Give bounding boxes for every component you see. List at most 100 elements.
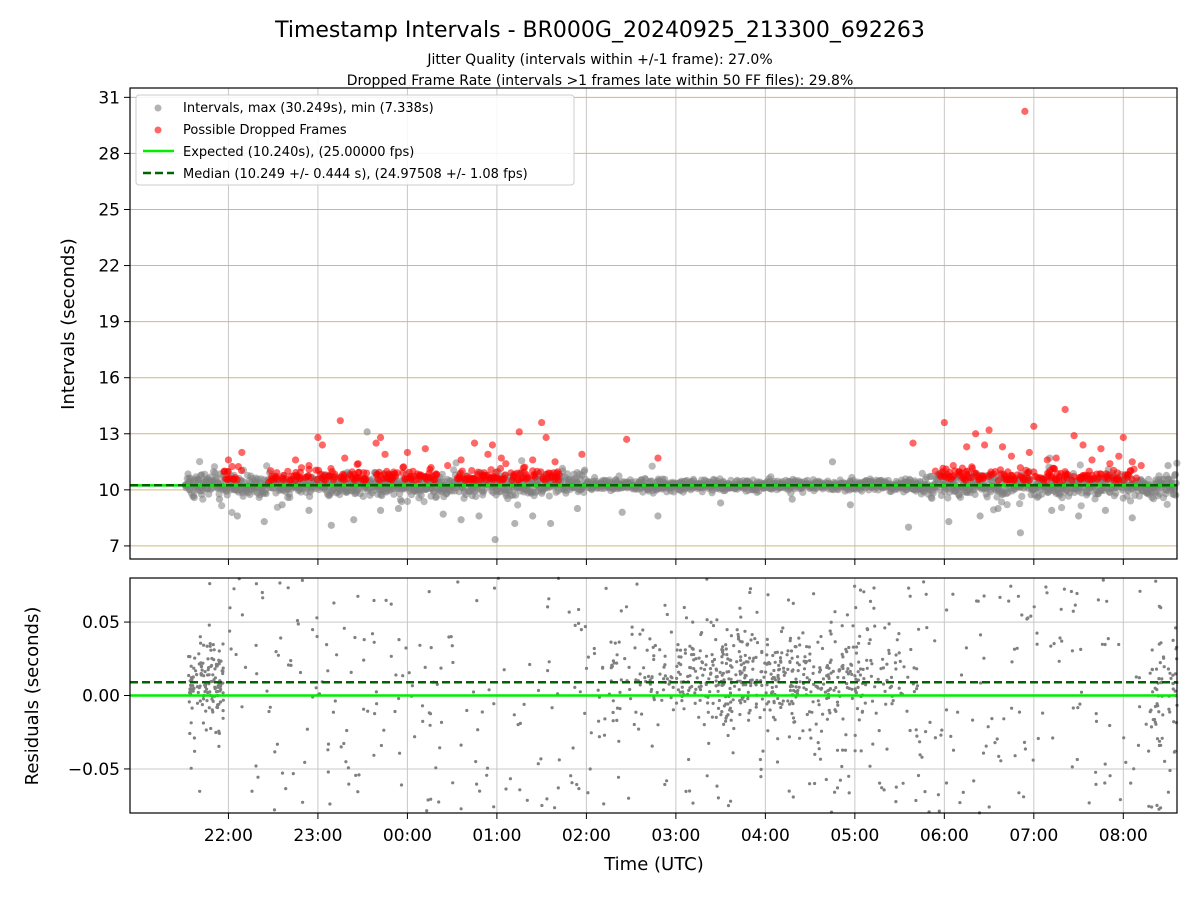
residual-point bbox=[213, 667, 217, 671]
residual-point bbox=[394, 673, 398, 677]
residual-point bbox=[205, 699, 209, 703]
residual-point bbox=[897, 686, 901, 690]
residual-point bbox=[268, 705, 272, 709]
residual-point bbox=[1155, 803, 1159, 808]
residual-point bbox=[676, 643, 680, 647]
residual-point bbox=[693, 669, 698, 673]
residual-point bbox=[663, 782, 667, 787]
residual-point bbox=[1075, 591, 1079, 596]
residual-point bbox=[945, 608, 949, 612]
residual-point bbox=[429, 646, 433, 650]
residual-point bbox=[1153, 686, 1157, 690]
residual-point bbox=[217, 685, 221, 689]
residual-point bbox=[933, 736, 938, 740]
residual-point bbox=[525, 798, 529, 802]
residual-point bbox=[846, 672, 851, 676]
residual-point bbox=[228, 606, 232, 610]
residual-point bbox=[583, 711, 587, 716]
residual-point bbox=[805, 645, 809, 649]
residual-point bbox=[765, 683, 769, 687]
residual-point bbox=[818, 757, 823, 761]
residual-point bbox=[699, 666, 703, 670]
residual-point bbox=[677, 655, 681, 659]
interval-point bbox=[260, 518, 268, 526]
residual-point bbox=[726, 804, 731, 808]
dropped-frame-point bbox=[381, 450, 389, 458]
residual-point bbox=[702, 667, 707, 672]
residual-point bbox=[1159, 606, 1163, 610]
dropped-frame-point bbox=[427, 464, 435, 472]
residual-point bbox=[1168, 768, 1172, 773]
residual-point bbox=[550, 706, 554, 710]
residual-point bbox=[786, 649, 790, 653]
residual-point bbox=[987, 805, 991, 809]
residual-point bbox=[210, 656, 214, 661]
dropped-frame-point bbox=[1130, 465, 1138, 473]
residual-point bbox=[924, 730, 928, 734]
dropped-frame-point bbox=[336, 417, 344, 425]
residual-point bbox=[615, 718, 619, 723]
residual-point bbox=[384, 598, 388, 603]
residual-point bbox=[1035, 631, 1039, 635]
residual-point bbox=[1118, 798, 1122, 802]
residual-point bbox=[678, 648, 683, 652]
residual-point bbox=[744, 683, 748, 687]
residual-point bbox=[547, 597, 551, 601]
residual-point bbox=[698, 698, 702, 703]
residual-point bbox=[894, 785, 898, 789]
residual-point bbox=[189, 664, 193, 668]
residual-point bbox=[804, 687, 808, 692]
residual-point bbox=[475, 599, 479, 603]
dropped-frame-point bbox=[998, 443, 1007, 451]
residual-point bbox=[923, 790, 927, 794]
residual-point bbox=[986, 725, 990, 729]
residual-point bbox=[684, 616, 689, 620]
residual-point bbox=[434, 766, 438, 770]
residual-point bbox=[790, 711, 794, 716]
interval-point bbox=[1048, 506, 1056, 515]
residual-point bbox=[1148, 671, 1152, 675]
residual-point bbox=[206, 657, 210, 661]
residual-point bbox=[754, 702, 759, 706]
residual-point bbox=[749, 638, 753, 642]
residual-point bbox=[583, 625, 588, 629]
residual-point bbox=[764, 670, 768, 674]
interval-point bbox=[529, 512, 537, 520]
interval-point bbox=[432, 492, 441, 501]
residual-point bbox=[638, 683, 642, 687]
residual-point bbox=[787, 735, 792, 739]
residual-point bbox=[200, 668, 204, 672]
interval-point bbox=[580, 488, 588, 496]
residual-point bbox=[873, 685, 877, 689]
residual-point bbox=[315, 616, 319, 620]
residual-point bbox=[743, 699, 747, 704]
interval-point bbox=[1128, 514, 1136, 522]
residual-point bbox=[880, 786, 884, 790]
residual-point bbox=[428, 723, 432, 727]
residual-point bbox=[200, 703, 204, 707]
residual-point bbox=[193, 656, 197, 660]
dropped-frame-point bbox=[1030, 422, 1038, 430]
residual-point bbox=[254, 582, 258, 586]
interval-point bbox=[717, 499, 725, 507]
residual-point bbox=[731, 698, 735, 702]
residual-point bbox=[1168, 671, 1172, 675]
residual-point bbox=[1087, 801, 1091, 805]
residual-point bbox=[814, 722, 818, 726]
residual-point bbox=[577, 787, 581, 791]
interval-point bbox=[305, 506, 313, 515]
residual-point bbox=[1155, 702, 1159, 706]
dropped-frame-point bbox=[502, 460, 510, 468]
residual-point bbox=[389, 602, 393, 606]
residual-point bbox=[451, 781, 455, 785]
residual-point bbox=[1009, 584, 1013, 588]
residual-point bbox=[487, 688, 491, 692]
residual-point bbox=[735, 660, 739, 664]
intervals-y-tick-label: 13 bbox=[98, 425, 120, 445]
residual-point bbox=[915, 684, 920, 688]
residual-point bbox=[738, 712, 742, 717]
residual-point bbox=[420, 704, 425, 708]
residual-point bbox=[1010, 660, 1014, 664]
residual-point bbox=[976, 599, 980, 603]
residual-point bbox=[573, 623, 577, 628]
